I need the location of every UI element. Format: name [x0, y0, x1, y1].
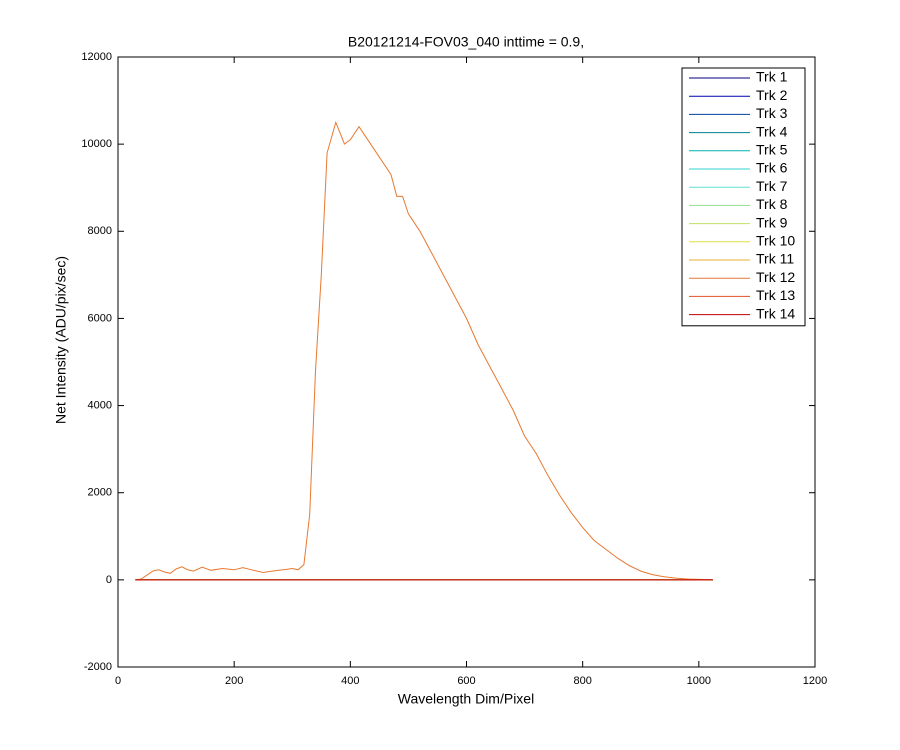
legend-label: Trk 10 [756, 233, 795, 249]
y-tick-label: 10000 [81, 138, 112, 150]
legend-label: Trk 13 [756, 287, 795, 303]
legend-label: Trk 14 [756, 305, 795, 321]
legend-label: Trk 9 [756, 214, 788, 230]
legend-box [681, 67, 806, 327]
legend-label: Trk 11 [756, 251, 794, 267]
x-tick-label: 1200 [803, 675, 827, 687]
legend-label: Trk 3 [756, 105, 788, 121]
series-line [135, 120, 713, 581]
y-tick-label: 2000 [88, 487, 112, 499]
y-tick-label: 8000 [88, 225, 112, 237]
x-tick-label: 0 [115, 675, 121, 687]
x-tick-label: 600 [457, 675, 475, 687]
legend-label: Trk 5 [756, 142, 788, 158]
legend-label: Trk 1 [756, 69, 788, 85]
y-tick-label: 4000 [88, 399, 112, 411]
x-tick-label: 1000 [687, 675, 711, 687]
legend-label: Trk 4 [756, 123, 788, 139]
x-tick-label: 800 [573, 675, 591, 687]
legend-label: Trk 8 [756, 196, 788, 212]
legend-label: Trk 6 [756, 160, 788, 176]
y-tick-label: 0 [106, 574, 112, 586]
x-tick-label: 200 [225, 675, 243, 687]
x-axis-label: Wavelength Dim/Pixel [398, 691, 534, 707]
legend-label: Trk 2 [756, 87, 788, 103]
chart-title: B20121214-FOV03_040 inttime = 0.9, [348, 34, 584, 50]
y-tick-label: -2000 [84, 661, 112, 673]
y-axis-label: Net Intensity (ADU/pix/sec) [53, 256, 69, 424]
x-tick-label: 400 [341, 675, 359, 687]
legend-label: Trk 12 [756, 269, 795, 285]
y-tick-label: 12000 [81, 51, 112, 63]
legend-label: Trk 7 [756, 178, 788, 194]
y-tick-label: 6000 [88, 312, 112, 324]
